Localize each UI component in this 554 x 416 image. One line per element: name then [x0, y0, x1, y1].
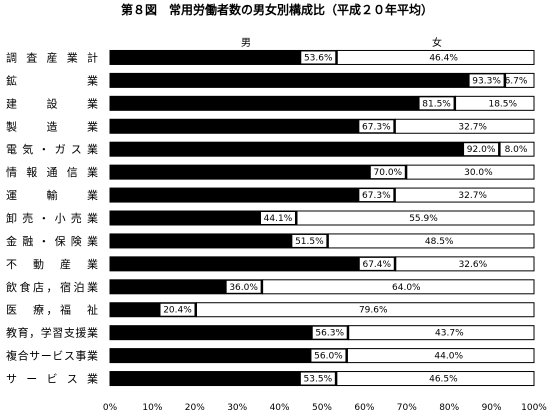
data-label-female: 44.0%: [434, 352, 463, 362]
data-label-male: 93.3%: [472, 76, 501, 86]
data-label-female: 32.7%: [458, 191, 487, 201]
category-label: 情報通信業: [6, 166, 98, 179]
data-label-female: 48.5%: [425, 237, 454, 247]
data-label-male: 53.5%: [304, 375, 333, 385]
data-label-female: 6.7%: [505, 76, 528, 86]
data-label-female: 8.0%: [505, 145, 528, 155]
data-label-male: 81.5%: [422, 99, 451, 109]
x-tick-label: 90%: [482, 403, 502, 413]
bar-male: [109, 95, 457, 111]
data-label-bg: [370, 166, 405, 179]
data-label-bg: [311, 349, 346, 362]
bar-female: [262, 279, 535, 295]
category-label: 運 輸 業: [6, 188, 98, 202]
x-tick-label: 30%: [227, 403, 247, 413]
category-label: 教育，学習支援業: [6, 326, 98, 340]
x-tick-label: 80%: [439, 403, 459, 413]
category-label: 製 造 業: [6, 119, 98, 133]
bar-female: [505, 72, 535, 88]
data-label-female: 30.0%: [464, 168, 493, 178]
category-label: 建 設 業: [6, 96, 98, 110]
bar-female: [348, 325, 535, 341]
data-label-bg: [301, 51, 336, 64]
bar-female: [346, 348, 535, 364]
x-tick-label: 0%: [103, 403, 118, 413]
category-label: 医 療，福 祉: [6, 303, 98, 317]
data-label-male: 67.4%: [362, 260, 391, 270]
data-label-bg: [160, 303, 195, 316]
bar-male: [109, 187, 396, 203]
data-label-bg: [226, 280, 261, 293]
x-tick-label: 70%: [397, 403, 417, 413]
category-label: 金融・保険業: [6, 234, 98, 248]
data-label-female: 55.9%: [409, 214, 438, 224]
data-label-female: 32.7%: [458, 122, 487, 132]
bar-female: [395, 256, 535, 272]
bar-female: [336, 49, 535, 65]
data-label-bg: [260, 212, 295, 224]
chart-title: 第８図 常用労働者数の男女別構成比（平成２０年平均）: [121, 2, 433, 17]
bar-female: [336, 371, 535, 387]
x-tick-label: 50%: [312, 403, 332, 413]
category-label: 調査産業計: [6, 50, 98, 64]
data-label-female: 64.0%: [392, 283, 421, 293]
data-label-bg: [359, 120, 394, 133]
data-label-male: 56.3%: [315, 329, 344, 339]
bar-male: [109, 164, 408, 180]
bar-female: [406, 164, 535, 180]
bar-female: [394, 187, 535, 203]
data-label-bg: [300, 372, 335, 385]
data-label-bg: [464, 143, 499, 156]
bar-female: [296, 210, 535, 226]
bar-female: [195, 302, 535, 318]
data-label-male: 70.0%: [374, 168, 403, 178]
data-label-female: 46.5%: [429, 375, 458, 385]
legend-female: 女: [432, 36, 442, 49]
data-label-male: 53.6%: [304, 53, 333, 63]
bar-male: [109, 72, 507, 88]
data-label-male: 36.0%: [229, 283, 258, 293]
data-label-bg: [292, 234, 327, 247]
category-label: 卸売・小売業: [6, 211, 98, 225]
category-label: 鉱 業: [6, 73, 98, 87]
category-label: 電気・ガス業: [6, 142, 98, 156]
category-label: 不動産業: [6, 257, 98, 271]
data-label-bg: [359, 257, 394, 270]
data-label-male: 51.5%: [295, 237, 324, 247]
category-label: 飲食店，宿泊業: [6, 280, 98, 294]
data-label-male: 56.0%: [314, 352, 343, 362]
data-label-male: 44.1%: [264, 214, 293, 224]
data-label-female: 79.6%: [359, 306, 388, 316]
data-label-bg: [359, 189, 394, 202]
data-label-male: 67.3%: [362, 191, 391, 201]
legend-male: 男: [241, 37, 251, 49]
x-tick-label: 40%: [270, 403, 290, 413]
data-label-female: 43.7%: [435, 329, 464, 339]
data-label-bg: [469, 74, 504, 87]
data-label-female: 46.4%: [429, 53, 458, 63]
data-label-bg: [312, 326, 347, 339]
bar-female: [455, 95, 535, 111]
data-label-male: 92.0%: [467, 145, 496, 155]
x-tick-label: 20%: [185, 403, 205, 413]
data-label-male: 20.4%: [163, 306, 192, 316]
data-label-male: 67.3%: [362, 122, 391, 132]
bar-male: [109, 256, 397, 272]
category-label: 複合サービス事業: [6, 349, 98, 363]
category-label: サービス業: [6, 373, 98, 386]
bar-female: [327, 233, 535, 249]
x-tick-label: 10%: [142, 403, 162, 413]
data-label-female: 18.5%: [488, 99, 517, 109]
bar-male: [109, 141, 501, 157]
x-tick-label: 100%: [521, 403, 547, 413]
x-tick-label: 60%: [354, 403, 374, 413]
bar-female: [394, 118, 535, 134]
bar-male: [109, 118, 396, 134]
bar-female: [499, 141, 535, 157]
data-label-female: 32.6%: [459, 260, 488, 270]
data-label-bg: [419, 97, 454, 110]
